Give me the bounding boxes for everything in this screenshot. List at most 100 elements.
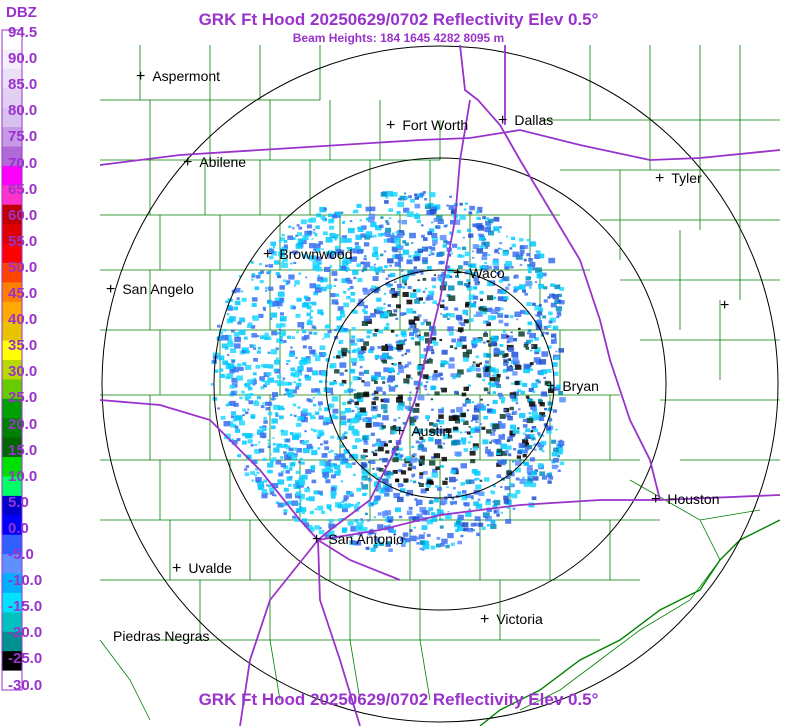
echo-cell (526, 417, 534, 424)
echo-cell (527, 465, 533, 470)
echo-cell (505, 261, 513, 267)
echo-cell (262, 427, 267, 431)
echo-cell (471, 272, 477, 277)
echo-cell (351, 350, 356, 353)
echo-cell (538, 283, 545, 289)
echo-cell (309, 283, 316, 289)
echo-cell (485, 246, 489, 249)
echo-cell (272, 494, 275, 497)
echo-cell (341, 278, 348, 284)
echo-cell (523, 481, 531, 487)
echo-cell (540, 440, 547, 446)
echo-cell (509, 430, 516, 436)
echo-cell (546, 369, 552, 373)
echo-cell (244, 393, 252, 399)
echo-cell (556, 315, 560, 319)
echo-cell (245, 397, 249, 401)
echo-cell (472, 286, 478, 290)
echo-cell (359, 366, 363, 369)
echo-cell (504, 322, 509, 327)
echo-cell (280, 312, 284, 316)
legend-swatch (2, 437, 22, 458)
echo-cell (527, 398, 534, 404)
echo-cell (515, 489, 521, 494)
echo-cell (274, 297, 281, 303)
echo-cell (435, 466, 440, 470)
echo-cell (428, 430, 432, 433)
echo-cell (307, 486, 310, 489)
echo-cell (382, 381, 386, 384)
echo-cell (507, 338, 513, 343)
echo-cell (421, 246, 429, 252)
echo-cell (407, 285, 412, 290)
city-name: Abilene (199, 154, 247, 170)
echo-cell (398, 368, 404, 374)
echo-cell (372, 234, 377, 238)
echo-cell (279, 338, 283, 342)
echo-cell (333, 380, 336, 382)
echo-cell (319, 352, 326, 358)
echo-cell (467, 368, 473, 372)
echo-cell (305, 356, 311, 361)
echo-cell (340, 313, 346, 318)
echo-cell (397, 483, 403, 488)
echo-cell (402, 463, 407, 467)
echo-cell (374, 537, 380, 542)
echo-cell (448, 331, 454, 336)
echo-cell (468, 211, 473, 215)
echo-cell (426, 519, 433, 525)
echo-cell (557, 469, 561, 472)
echo-cell (534, 350, 540, 355)
echo-cell (538, 286, 542, 289)
echo-cell (276, 338, 282, 343)
echo-cell (419, 547, 423, 550)
echo-cell (464, 502, 470, 507)
echo-cell (448, 363, 455, 369)
echo-cell (258, 271, 262, 275)
echo-cell (302, 408, 308, 413)
echo-cell (409, 529, 413, 532)
echo-cell (313, 490, 319, 495)
echo-cell (476, 216, 481, 220)
echo-cell (456, 451, 462, 456)
echo-cell (503, 296, 509, 300)
echo-cell (524, 311, 530, 315)
echo-cell (494, 347, 499, 352)
echo-cell (273, 368, 278, 372)
echo-cell (439, 251, 445, 256)
city-name: Austin (411, 423, 451, 439)
echo-cell (449, 476, 456, 483)
echo-cell (477, 206, 483, 212)
echo-cell (538, 434, 542, 437)
echo-cell (440, 313, 443, 315)
echo-cell (373, 532, 377, 535)
echo-cell (492, 368, 499, 374)
echo-cell (410, 457, 418, 463)
echo-cell (404, 364, 409, 368)
city-marker: + Aspermont (136, 68, 220, 86)
echo-cell (380, 376, 386, 380)
echo-cell (297, 322, 305, 328)
echo-cell (426, 419, 430, 422)
echo-cell (387, 258, 394, 264)
echo-cell (472, 250, 475, 253)
echo-cell (357, 407, 361, 411)
echo-cell (556, 384, 561, 389)
echo-cell (503, 407, 510, 413)
echo-cell (301, 417, 308, 423)
echo-cell (389, 313, 394, 317)
echo-cell (354, 401, 359, 406)
echo-cell (303, 522, 310, 527)
echo-cell (330, 435, 335, 439)
echo-cell (330, 474, 336, 479)
echo-cell (391, 293, 398, 298)
echo-cell (537, 311, 543, 316)
echo-cell (375, 310, 381, 315)
echo-cell (347, 388, 351, 392)
echo-cell (514, 287, 517, 290)
echo-cell (460, 463, 467, 469)
echo-cell (318, 261, 322, 265)
echo-cell (380, 253, 384, 257)
echo-cell (549, 293, 555, 298)
